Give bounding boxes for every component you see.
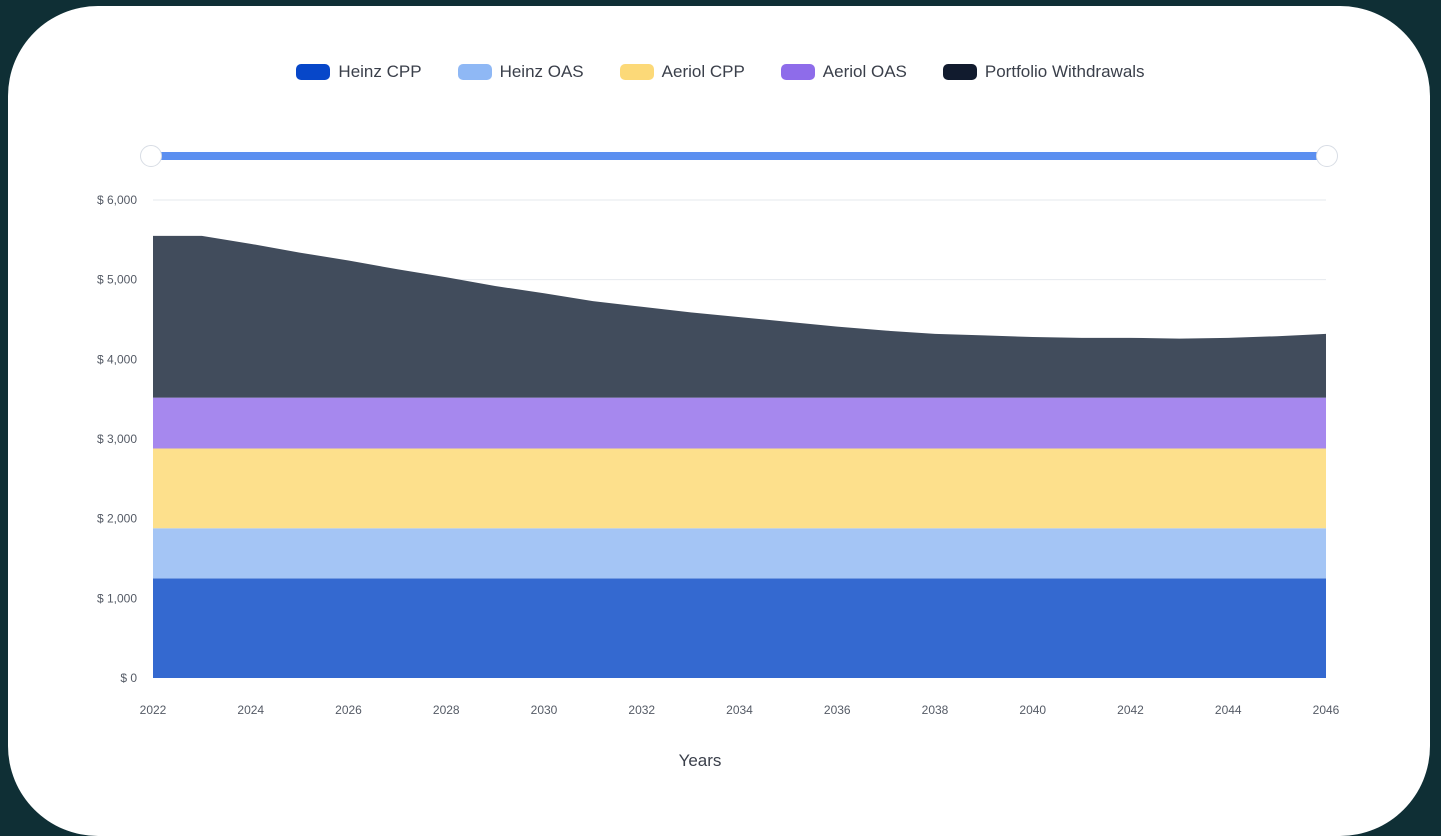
legend-swatch: [780, 64, 815, 80]
y-tick-label: $ 1,000: [97, 591, 137, 605]
x-tick-label: 2022: [140, 703, 167, 717]
area-series-heinz-oas[interactable]: [153, 528, 1326, 579]
legend-label: Heinz CPP: [338, 62, 422, 81]
legend-swatch: [457, 64, 492, 80]
legend-swatch: [619, 64, 654, 80]
y-tick-label: $ 4,000: [97, 352, 137, 366]
year-range-slider[interactable]: [140, 145, 1338, 167]
x-tick-label: 2040: [1019, 703, 1046, 717]
slider-handle-start[interactable]: [140, 145, 162, 167]
legend-label: Aeriol OAS: [822, 62, 907, 81]
legend-item-heinz-oas[interactable]: Heinz OAS: [457, 62, 584, 82]
legend-item-portfolio-withdrawals[interactable]: Portfolio Withdrawals: [942, 62, 1145, 82]
legend-item-heinz-cpp[interactable]: Heinz CPP: [296, 62, 422, 82]
y-tick-label: $ 3,000: [97, 432, 137, 446]
y-tick-label: $ 0: [120, 671, 137, 685]
slider-handle-end[interactable]: [1316, 145, 1338, 167]
legend-item-aeriol-oas[interactable]: Aeriol OAS: [780, 62, 907, 82]
legend-item-aeriol-cpp[interactable]: Aeriol CPP: [619, 62, 745, 82]
area-series-portfolio-withdrawals[interactable]: [153, 235, 1326, 398]
legend-swatch: [296, 64, 331, 80]
x-tick-label: 2026: [335, 703, 362, 717]
stacked-area-chart: $ 0 $ 1,000 $ 2,000 $ 3,000 $ 4,000 $ 5,000 $ …: [97, 193, 1340, 770]
x-tick-label: 2034: [726, 703, 753, 717]
legend-swatch: [942, 64, 977, 80]
x-tick-label: 2036: [824, 703, 851, 717]
legend-label: Heinz OAS: [499, 62, 584, 81]
y-tick-label: $ 6,000: [97, 193, 137, 207]
x-tick-label: 2044: [1215, 703, 1242, 717]
x-tick-label: 2028: [433, 703, 460, 717]
slider-track[interactable]: [152, 152, 1326, 160]
legend-label: Aeriol CPP: [661, 62, 745, 81]
x-tick-label: 2046: [1313, 703, 1340, 717]
y-tick-label: $ 2,000: [97, 512, 137, 526]
area-series-heinz-cpp[interactable]: [153, 578, 1326, 678]
area-series-aeriol-oas[interactable]: [153, 397, 1326, 449]
x-axis-title: Years: [679, 751, 722, 770]
chart-legend: Heinz CPP Heinz OAS Aeriol CPP Aeriol OAS Po…: [0, 62, 1441, 82]
x-tick-label: 2024: [237, 703, 264, 717]
x-tick-label: 2030: [531, 703, 558, 717]
x-tick-label: 2038: [922, 703, 949, 717]
legend-label: Portfolio Withdrawals: [984, 62, 1145, 81]
x-tick-label: 2032: [628, 703, 655, 717]
x-tick-label: 2042: [1117, 703, 1144, 717]
area-series-aeriol-cpp[interactable]: [153, 448, 1326, 529]
y-tick-label: $ 5,000: [97, 273, 137, 287]
